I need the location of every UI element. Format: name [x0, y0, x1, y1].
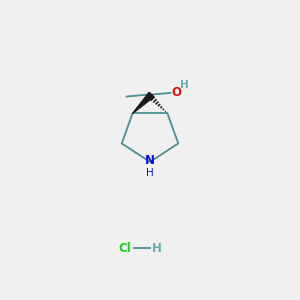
Polygon shape: [133, 92, 154, 113]
Text: N: N: [145, 154, 155, 167]
Text: O: O: [172, 86, 182, 99]
Text: Cl: Cl: [118, 242, 131, 255]
Text: H: H: [152, 242, 161, 255]
Text: H: H: [181, 80, 189, 91]
Text: H: H: [146, 168, 154, 178]
